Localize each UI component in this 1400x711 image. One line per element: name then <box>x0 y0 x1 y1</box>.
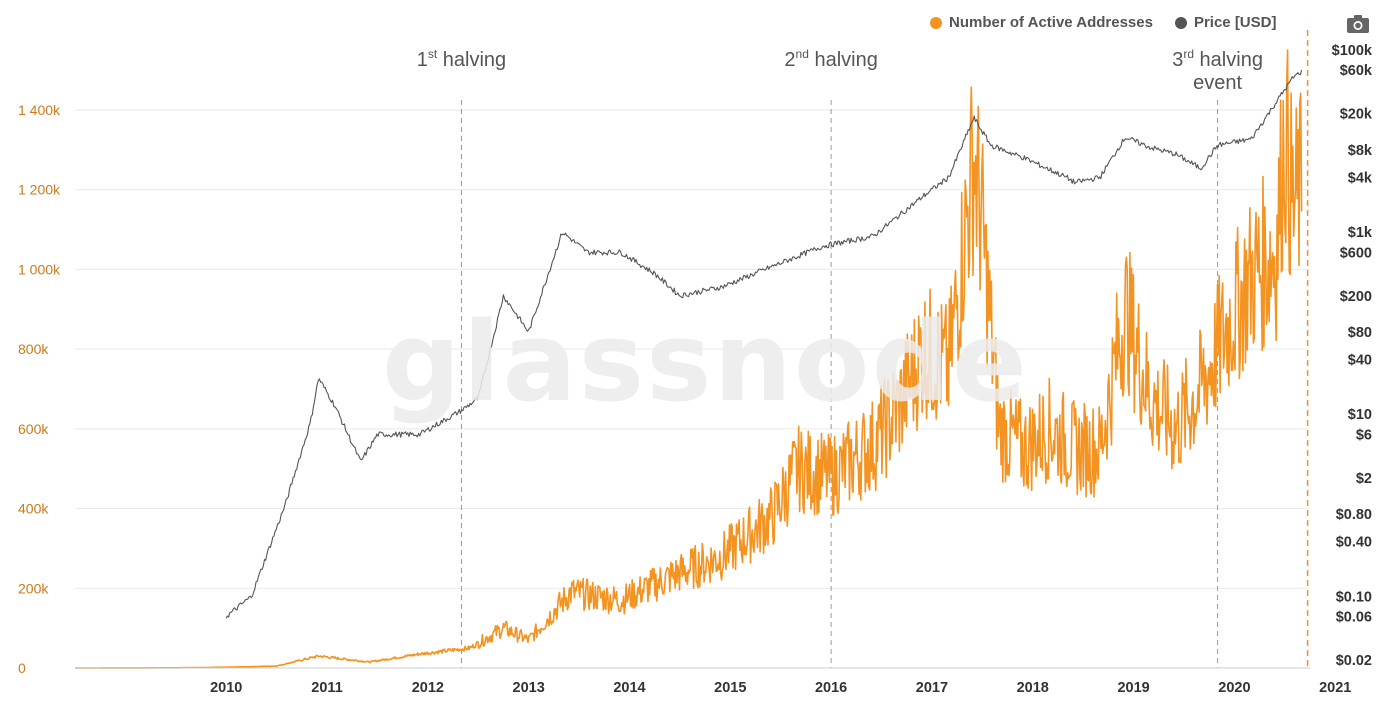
y-right-tick-label: $600 <box>1340 245 1372 261</box>
y-right-tick-label: $80 <box>1348 325 1372 341</box>
y-left-tick-label: 1 400k <box>18 102 61 118</box>
halving-label: 1st halving <box>417 47 506 71</box>
y-left-tick-label: 400k <box>18 501 49 517</box>
y-axis-right: $100k $60k $20k $8k $4k $1k $600 $200 $80 $40 $10 $… <box>1332 43 1373 669</box>
legend-label-price: Price [USD] <box>1193 14 1277 31</box>
y-right-tick-label: $40 <box>1348 352 1372 368</box>
y-right-tick-label: $4k <box>1348 170 1373 186</box>
x-tick-label: 2010 <box>210 680 242 696</box>
legend-dot-price <box>1174 16 1187 29</box>
y-right-tick-label: $0.40 <box>1336 535 1372 551</box>
x-axis: 2010 2011 2012 2013 2014 2015 2016 2017 2018 2019… <box>75 667 1351 696</box>
y-right-tick-label: $60k <box>1340 63 1373 79</box>
halving-label-line2: event <box>1193 72 1242 94</box>
x-tick-label: 2015 <box>714 680 746 696</box>
active-addresses-series <box>75 49 1303 669</box>
x-tick-label: 2021 <box>1319 680 1351 696</box>
y-left-tick-label: 200k <box>18 580 49 596</box>
x-tick-label: 2012 <box>412 680 444 696</box>
legend-label-active: Number of Active Addresses <box>949 14 1153 31</box>
x-tick-label: 2013 <box>513 680 545 696</box>
x-tick-label: 2020 <box>1218 680 1250 696</box>
halving-label: 2nd halving <box>784 47 877 71</box>
y-right-tick-label: $0.80 <box>1336 507 1372 523</box>
y-left-tick-label: 1 000k <box>18 261 61 277</box>
y-right-tick-label: $2 <box>1356 471 1372 487</box>
camera-icon[interactable] <box>1346 14 1370 34</box>
y-right-tick-label: $0.06 <box>1336 610 1372 626</box>
y-right-tick-label: $200 <box>1340 289 1372 305</box>
y-axis-left: 0 200k 400k 600k 800k 1 000k 1 200k 1 400k <box>18 102 61 676</box>
y-right-tick-label: $8k <box>1348 143 1373 159</box>
grid-lines <box>75 109 1310 669</box>
y-right-tick-label: $100k <box>1332 43 1373 59</box>
y-left-tick-label: 800k <box>18 341 49 357</box>
halving-label: 3rd halving <box>1172 47 1263 71</box>
y-left-tick-label: 600k <box>18 421 49 437</box>
active-addresses-line <box>75 49 1303 669</box>
x-tick-label: 2016 <box>815 680 847 696</box>
x-tick-label: 2019 <box>1117 680 1149 696</box>
y-right-tick-label: $0.10 <box>1336 589 1372 605</box>
x-tick-label: 2018 <box>1017 680 1049 696</box>
y-right-tick-label: $0.02 <box>1336 653 1372 669</box>
legend: Number of Active Addresses Price [USD] <box>930 14 1276 31</box>
y-right-tick-label: $1k <box>1348 225 1373 241</box>
y-right-tick-label: $6 <box>1356 427 1372 443</box>
x-tick-label: 2017 <box>916 680 948 696</box>
y-right-tick-label: $20k <box>1340 107 1373 123</box>
price-series <box>225 69 1303 619</box>
legend-dot-active <box>930 16 942 29</box>
legend-item-active-addresses[interactable]: Number of Active Addresses <box>930 14 1153 31</box>
legend-item-price[interactable]: Price [USD] <box>1174 14 1277 31</box>
x-tick-label: 2014 <box>613 680 645 696</box>
y-left-tick-label: 0 <box>18 660 26 676</box>
price-line <box>225 69 1303 619</box>
y-right-tick-label: $10 <box>1348 407 1372 423</box>
y-left-tick-label: 1 200k <box>18 182 61 198</box>
x-tick-label: 2011 <box>311 680 342 696</box>
